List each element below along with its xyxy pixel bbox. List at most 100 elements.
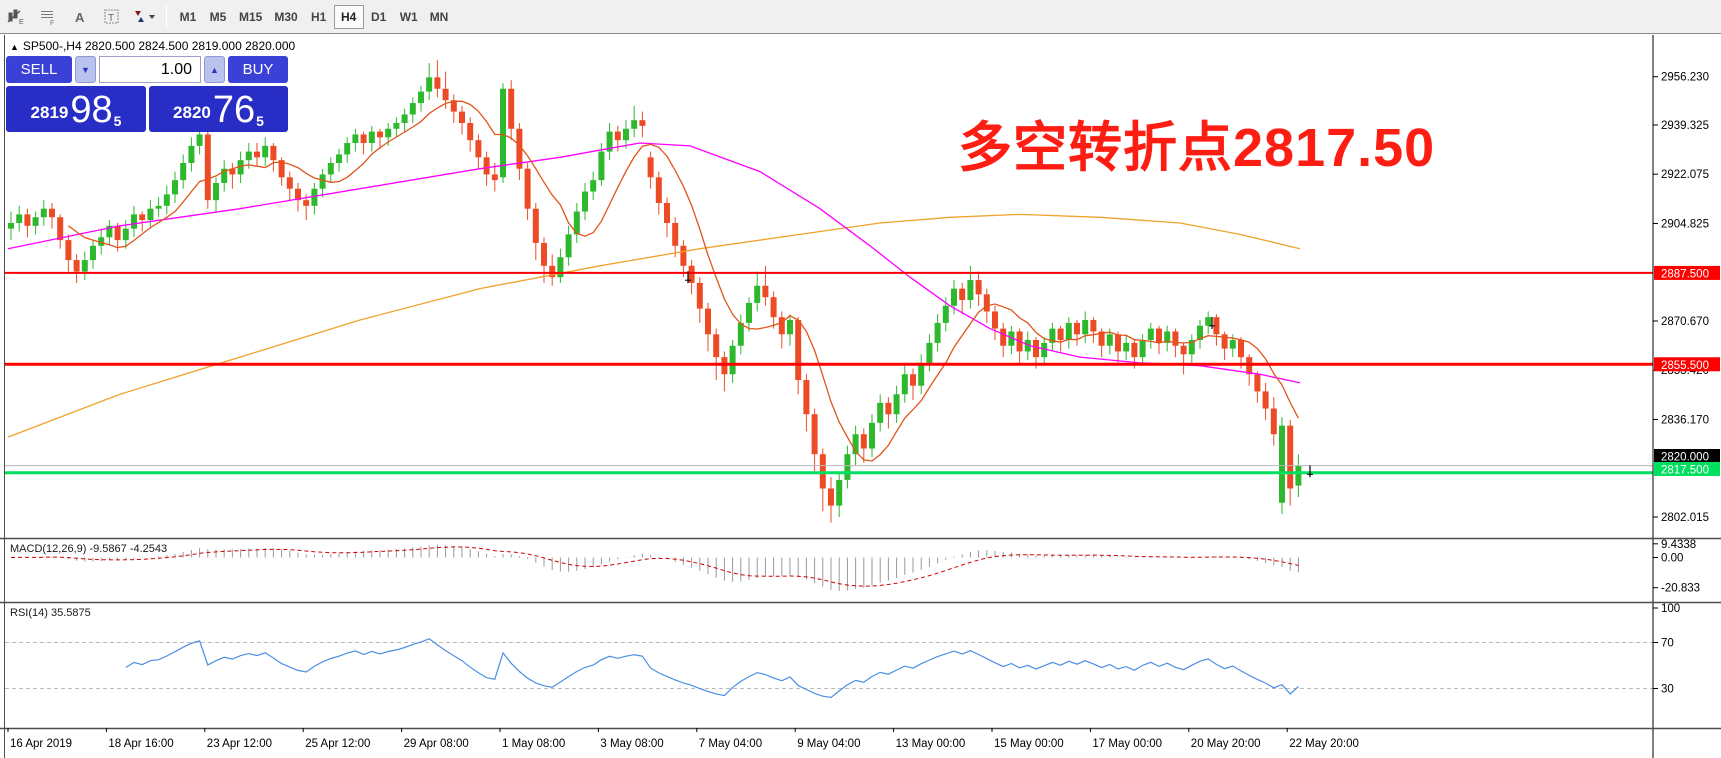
tab-timeframe-m30[interactable]: M30 <box>274 9 298 24</box>
candle-bearish <box>467 123 474 141</box>
candle-bullish <box>393 123 400 129</box>
tab-timeframe-m1[interactable]: M1 <box>179 9 197 24</box>
tab-timeframe-m15[interactable]: M15 <box>239 9 263 24</box>
candle-bearish <box>992 311 998 329</box>
time-tick-label: 3 May 08:00 <box>600 738 663 750</box>
candle-bullish <box>746 302 752 323</box>
candle-bullish <box>180 163 187 181</box>
candle-bullish <box>368 131 375 144</box>
candle-bearish <box>524 168 531 209</box>
candle-bearish <box>24 214 31 226</box>
price-tick-label: 2836.170 <box>1661 414 1709 426</box>
price-chart-canvas[interactable]: 2956.230 2939.325 2922.075 2904.825 2870.670… <box>0 35 1721 758</box>
candle-bullish <box>1279 425 1285 503</box>
candle-bullish <box>1049 328 1056 343</box>
candle-bullish <box>852 434 859 455</box>
candle-bullish <box>319 174 326 189</box>
candle-bullish <box>1065 322 1072 341</box>
candle-bearish <box>65 240 72 261</box>
price-badge <box>1654 357 1720 372</box>
tab-timeframe-h4[interactable]: H4 <box>333 4 364 29</box>
tab-timeframe-w1[interactable]: W1 <box>399 9 418 24</box>
macd-axis-label: -20.833 <box>1661 583 1700 595</box>
candle-bearish <box>614 131 621 141</box>
rsi-axis-label: 70 <box>1661 638 1674 650</box>
svg-text:F: F <box>50 20 54 27</box>
candle-bullish <box>951 288 957 306</box>
candle-bearish <box>803 379 810 415</box>
candle-bearish <box>303 200 310 206</box>
candle-bearish <box>959 288 966 301</box>
rsi-axis-label: 100 <box>1661 603 1680 615</box>
candle-bearish <box>286 177 293 189</box>
sell-price-small: 2819 <box>30 103 69 122</box>
tab-timeframe-d1[interactable]: D1 <box>371 9 387 24</box>
candle-bullish <box>582 191 588 212</box>
sell-price-big: 98 <box>70 89 113 131</box>
candle-bullish <box>1197 325 1203 341</box>
candle-bearish <box>688 265 695 283</box>
candle-bearish <box>442 88 449 101</box>
price-badge-label: 2817.500 <box>1661 465 1709 477</box>
volume-input[interactable]: 1.00 <box>99 56 201 83</box>
candle-bearish <box>655 177 662 203</box>
collapse-arrow-icon[interactable]: ▲ <box>10 42 19 52</box>
candle-bearish <box>713 334 720 358</box>
toolbar-separator <box>166 4 167 29</box>
sell-price-display[interactable]: 2819 98 5 <box>6 86 146 132</box>
candle-bullish <box>98 237 105 246</box>
volume-increase-button[interactable]: ▲ <box>204 56 225 83</box>
buy-button[interactable]: BUY <box>228 56 288 83</box>
candle-bearish <box>1238 340 1244 358</box>
ma-slow-line <box>7 213 1301 438</box>
candle-bearish <box>1221 334 1228 349</box>
candle-bullish <box>836 479 843 506</box>
ma-medium-line <box>7 142 1301 384</box>
candle-bullish <box>81 260 88 272</box>
candle-bullish <box>942 305 949 323</box>
candle-bearish <box>434 77 441 89</box>
volume-decrease-button[interactable]: ▼ <box>75 56 96 83</box>
tab-timeframe-h1[interactable]: H1 <box>311 9 327 24</box>
time-tick-label: 20 May 20:00 <box>1191 738 1261 750</box>
grid-icon[interactable]: F <box>33 4 63 30</box>
arrows-style-icon[interactable] <box>129 4 159 30</box>
tab-timeframe-m5[interactable]: M5 <box>209 9 227 24</box>
time-tick-label: 18 Apr 16:00 <box>108 738 173 750</box>
candle-bullish <box>926 342 933 363</box>
candle-bullish <box>336 154 342 164</box>
candle-bullish <box>16 214 23 223</box>
candle-bearish <box>73 260 80 272</box>
sell-button[interactable]: SELL <box>6 56 72 83</box>
price-badge-label: 2855.500 <box>1661 360 1709 372</box>
candle-bearish <box>664 202 670 223</box>
candle-bearish <box>1057 328 1064 341</box>
candle-bullish <box>213 182 219 201</box>
indicators-icon[interactable]: E <box>1 4 31 30</box>
candle-bullish <box>172 180 178 195</box>
candle-bearish <box>1033 340 1039 358</box>
candle-bearish <box>114 225 121 241</box>
macd-indicator-label: MACD(12,26,9) -9.5867 -4.2543 <box>10 543 168 555</box>
price-tick-label: 2922.075 <box>1661 169 1709 181</box>
candle-bullish <box>844 454 851 480</box>
candle-bearish <box>541 242 547 266</box>
candle-bearish <box>483 157 490 175</box>
candle-bullish <box>787 320 793 335</box>
price-badge-label: 2820.000 <box>1661 452 1709 464</box>
candle-bullish <box>32 217 39 226</box>
candle-bearish <box>696 282 703 309</box>
candle-bearish <box>975 280 982 295</box>
candle-bearish <box>762 285 769 298</box>
tab-timeframe-mn[interactable]: MN <box>429 9 449 24</box>
buy-price-display[interactable]: 2820 76 5 <box>149 86 288 132</box>
candle-bullish <box>1205 317 1212 326</box>
chart-window[interactable]: 2956.230 2939.325 2922.075 2904.825 2870.670… <box>0 35 1721 758</box>
candle-bullish <box>573 211 580 235</box>
candle-bullish <box>918 362 925 386</box>
candle-bullish <box>122 228 129 241</box>
candle-bearish <box>49 208 55 218</box>
time-tick-label: 22 May 20:00 <box>1289 738 1359 750</box>
text-label-icon[interactable]: A <box>65 4 95 30</box>
text-box-icon[interactable]: T <box>97 4 127 30</box>
